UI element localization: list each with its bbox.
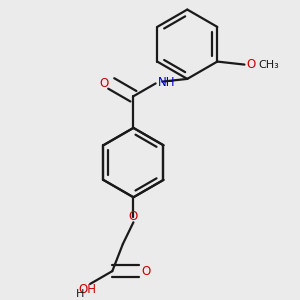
Text: O: O [99,77,108,90]
Text: O: O [142,265,151,278]
Text: O: O [247,58,256,71]
Text: OH: OH [78,283,96,296]
Text: O: O [129,210,138,224]
Text: NH: NH [158,76,176,89]
Text: CH₃: CH₃ [258,60,279,70]
Text: H: H [76,289,85,298]
